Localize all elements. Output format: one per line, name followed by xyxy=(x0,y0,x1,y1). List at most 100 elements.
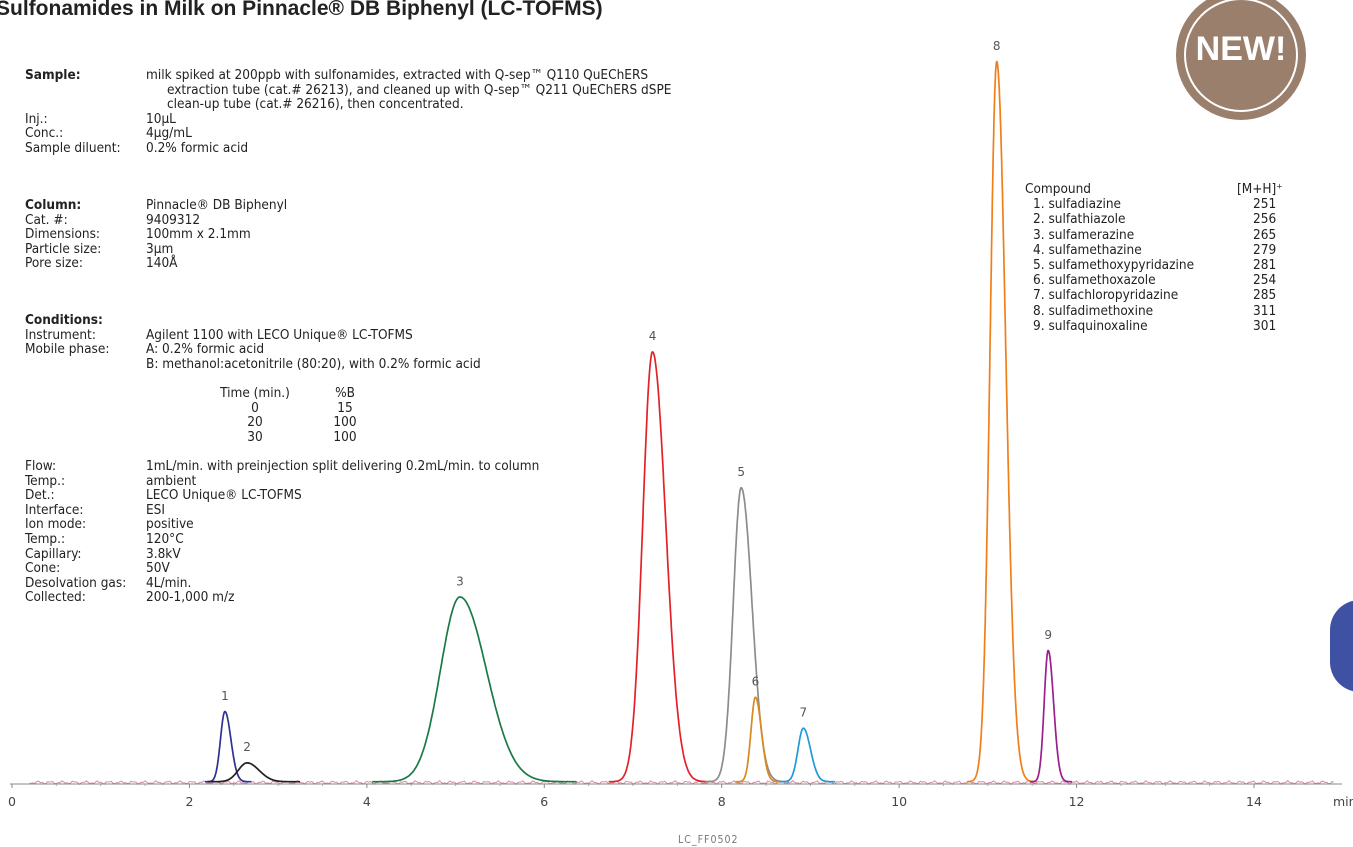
baseline-trace xyxy=(29,780,1334,785)
peak-label-8: 8 xyxy=(993,39,1001,53)
flow-label: Flow: xyxy=(25,458,57,474)
compound-row: 7. sulfachloropyridazine 285 xyxy=(1025,288,1295,303)
compound-mz: 254 xyxy=(1253,272,1277,289)
x-tick-label: 4 xyxy=(363,794,371,809)
cat-value: 9409312 xyxy=(146,211,201,228)
column-name: Pinnacle® DB Biphenyl xyxy=(146,197,288,213)
peak-trace-1 xyxy=(205,710,252,783)
peak-label-2: 2 xyxy=(243,740,251,754)
peak-label-6: 6 xyxy=(752,675,760,689)
chart-title: Sulfonamides in Milk on Pinnacle® DB Bip… xyxy=(0,0,603,20)
collected-label: Collected: xyxy=(25,589,86,606)
peak-trace-8 xyxy=(966,60,1037,783)
peak-trace-2 xyxy=(207,762,301,783)
temp-label: Temp.: xyxy=(25,472,66,489)
cone-label: Cone: xyxy=(25,560,61,577)
compound-name: 1. sulfadiazine xyxy=(1033,196,1122,213)
det-value: LECO Unique® LC-TOFMS xyxy=(146,487,302,504)
peak-label-7: 7 xyxy=(800,705,808,719)
sample-heading: Sample: xyxy=(25,67,81,83)
column-section: Column: Pinnacle® DB Biphenyl Cat. #: 94… xyxy=(25,198,425,278)
compound-name: 8. sulfadimethoxine xyxy=(1033,302,1154,319)
compound-row: 5. sulfamethoxypyridazine 281 xyxy=(1025,256,1295,273)
gradient-time-2: 20 xyxy=(247,414,263,431)
collected-value: 200-1,000 m/z xyxy=(146,589,235,606)
capillary-label: Capillary: xyxy=(25,545,82,562)
peak-label-3: 3 xyxy=(456,574,464,588)
compound-name: 7. sulfachloropyridazine xyxy=(1033,287,1179,304)
sample-line-2: extraction tube (cat.# 26213), and clean… xyxy=(167,81,672,98)
interface-value: ESI xyxy=(146,501,165,518)
peak-trace-9 xyxy=(1030,649,1073,783)
particle-label: Particle size: xyxy=(25,240,102,257)
desolv-label: Desolvation gas: xyxy=(25,574,127,591)
diluent-label: Sample diluent: xyxy=(25,140,121,156)
compound-name: 4. sulfamethazine xyxy=(1033,241,1142,258)
sample-line-3: clean-up tube (cat.# 26216), then concen… xyxy=(167,96,464,113)
compound-mz: 301 xyxy=(1253,317,1277,334)
particle-value: 3µm xyxy=(146,240,174,257)
peak-trace-5 xyxy=(705,486,789,783)
temp-value: ambient xyxy=(146,472,197,489)
compound-row: 1. sulfadiazine 251 xyxy=(1025,196,1295,213)
x-axis: 0 2 4 6 8 10 12 14 min xyxy=(8,783,1353,809)
gradient-b-3: 100 xyxy=(333,428,357,445)
new-badge: NEW! xyxy=(1176,0,1306,120)
compound-table: Compound [M+H]⁺ 1. sulfadiazine 251 2. su… xyxy=(1025,181,1295,334)
compound-mz: 265 xyxy=(1253,226,1277,243)
badge-ring xyxy=(1184,0,1298,112)
x-axis-label: min xyxy=(1333,794,1353,809)
side-tab xyxy=(1330,600,1353,692)
x-tick-label: 6 xyxy=(540,794,548,809)
capillary-value: 3.8kV xyxy=(146,545,181,562)
peak-label-5: 5 xyxy=(737,465,745,479)
dim-value: 100mm x 2.1mm xyxy=(146,226,251,243)
sample-line-1: milk spiked at 200ppb with sulfonamides,… xyxy=(146,67,649,83)
compound-row: 9. sulfaquinoxaline 301 xyxy=(1025,317,1295,334)
compound-mz: 256 xyxy=(1253,211,1277,228)
inj-value: 10µL xyxy=(146,110,176,127)
interface-label: Interface: xyxy=(25,501,84,518)
pore-value: 140Å xyxy=(146,255,178,272)
compound-row: 2. sulfathiazole 256 xyxy=(1025,212,1295,227)
gradient-time-3: 30 xyxy=(247,428,263,445)
conditions-heading: Conditions: xyxy=(25,312,103,328)
badge-text: NEW! xyxy=(1195,30,1287,68)
gradient-header-b: %B xyxy=(335,385,355,401)
compound-name: 9. sulfaquinoxaline xyxy=(1033,317,1148,334)
x-tick-label: 12 xyxy=(1069,794,1085,809)
gradient-header-time: Time (min.) xyxy=(220,385,290,401)
compound-name: 2. sulfathiazole xyxy=(1033,211,1126,228)
column-heading: Column: xyxy=(25,197,82,213)
compound-mz: 281 xyxy=(1253,256,1277,273)
diluent-value: 0.2% formic acid xyxy=(146,140,249,156)
traces xyxy=(29,60,1334,785)
peak-labels: 1 2 3 4 5 6 7 8 9 xyxy=(221,39,1052,754)
compound-header-name: Compound xyxy=(1025,181,1091,197)
conc-label: Conc.: xyxy=(25,125,64,142)
conditions-section: Conditions: Instrument: Agilent 1100 wit… xyxy=(25,312,625,606)
x-tick-label: 2 xyxy=(185,794,193,809)
peak-label-4: 4 xyxy=(649,329,657,343)
x-tick-label: 14 xyxy=(1246,794,1262,809)
instrument-label: Instrument: xyxy=(25,326,96,343)
compound-mz: 285 xyxy=(1253,287,1277,304)
x-tick-label: 0 xyxy=(8,794,16,809)
compound-row: 3. sulfamerazine 265 xyxy=(1025,226,1295,243)
temp2-value: 120°C xyxy=(146,531,184,547)
peak-trace-3 xyxy=(372,596,577,783)
gradient-b-2: 100 xyxy=(333,414,357,431)
det-label: Det.: xyxy=(25,487,55,504)
cat-label: Cat. #: xyxy=(25,211,68,228)
compound-row: 8. sulfadimethoxine 311 xyxy=(1025,302,1295,319)
conc-value: 4µg/mL xyxy=(146,125,192,142)
ion-value: positive xyxy=(146,516,194,533)
x-tick-label: 10 xyxy=(891,794,907,809)
peak-trace-6 xyxy=(735,696,782,783)
compound-header: Compound [M+H]⁺ xyxy=(1025,181,1295,197)
peak-trace-4 xyxy=(608,351,711,783)
mobile-b: B: methanol:acetonitrile (80:20), with 0… xyxy=(146,355,481,372)
ion-label: Ion mode: xyxy=(25,516,87,533)
desolv-value: 4L/min. xyxy=(146,574,192,591)
